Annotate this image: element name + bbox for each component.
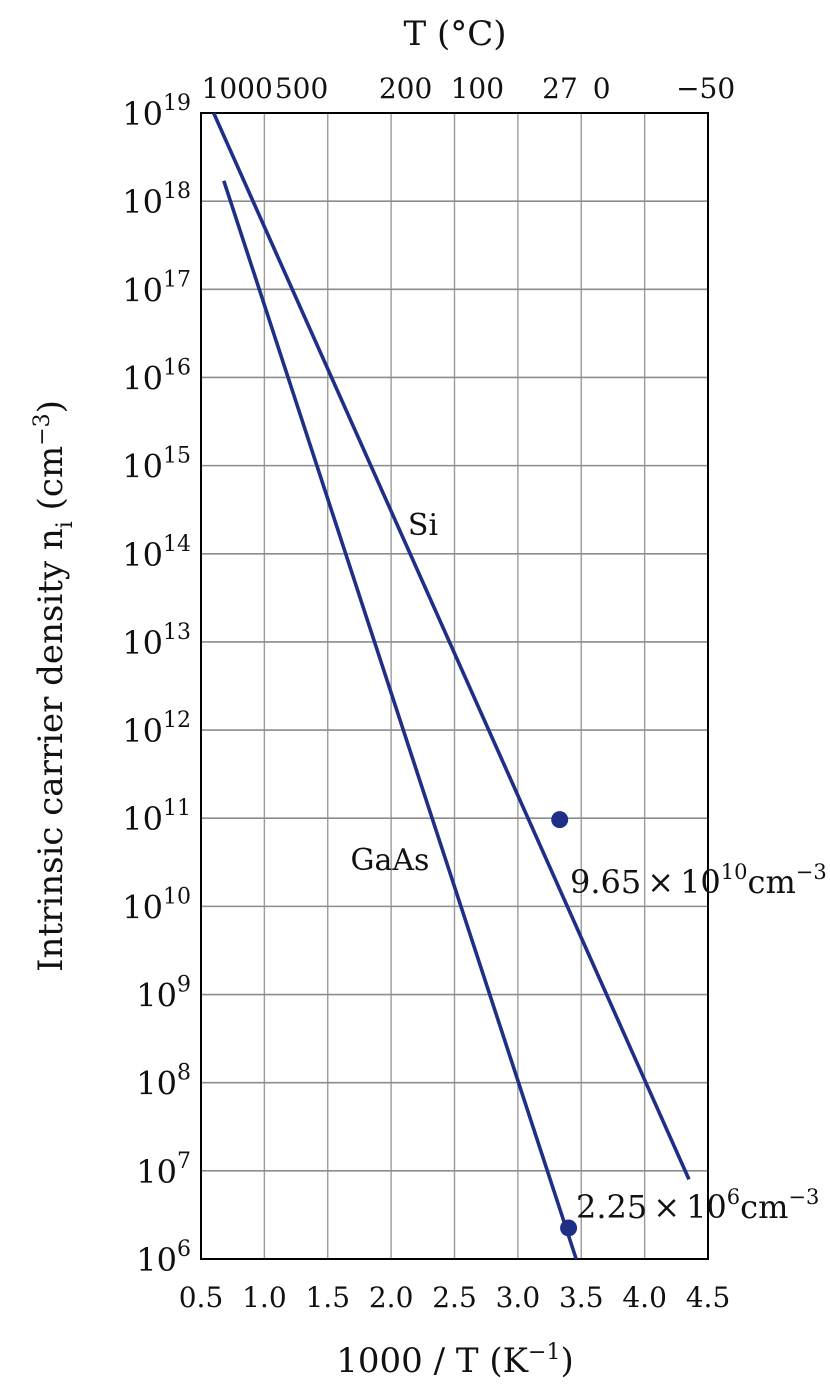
ticks-layer: 0.5 1.0 1.5 2.0 2.5 3.0 3.5 4.0 4.5 106 107 108 109 1… — [122, 72, 735, 1314]
y-tick-label: 107 — [136, 1149, 191, 1191]
y-tick-label: 1017 — [122, 267, 191, 309]
x-tick-label: 0.5 — [179, 1281, 224, 1314]
x-tick-label: 2.0 — [369, 1281, 414, 1314]
series-label-si: Si — [408, 508, 438, 543]
y-axis-title-sub: i — [53, 521, 78, 528]
series-line-si — [212, 112, 691, 1181]
plot-frame — [200, 112, 709, 1260]
x-tick-label: 4.0 — [622, 1281, 667, 1314]
y-tick-label: 109 — [136, 973, 191, 1015]
y-tick-label: 1011 — [122, 796, 191, 838]
x-axis-title: 1000 / T (K−1) — [336, 1340, 573, 1381]
grid-lines — [201, 113, 708, 1259]
series-line-gaas — [222, 180, 578, 1260]
y-tick-label: 1012 — [122, 708, 191, 750]
si-value-unit: cm — [748, 863, 796, 901]
data-marker-si — [551, 811, 569, 829]
x-tick-label: 4.5 — [686, 1281, 731, 1314]
gaas-value-exp: 6 — [727, 1185, 740, 1209]
si-value-times: × — [647, 863, 674, 901]
y-tick-label: 1013 — [122, 620, 191, 662]
top-tick-label: 0 — [593, 72, 611, 105]
top-tick-label: 100 — [451, 72, 504, 105]
x-axis-title-end: ) — [560, 1341, 573, 1381]
gaas-value-label: 2.25 × 106cm−3 — [576, 1185, 819, 1226]
top-tick-label: −50 — [676, 72, 735, 105]
y-tick-label: 1015 — [122, 444, 191, 486]
gaas-value-base: 10 — [686, 1188, 727, 1226]
y-tick-label: 106 — [136, 1237, 191, 1279]
x-tick-label: 1.5 — [305, 1281, 350, 1314]
top-axis-title: T (°C) — [403, 14, 506, 54]
x-tick-label: 3.5 — [559, 1281, 604, 1314]
y-axis-title-end: ) — [31, 400, 71, 413]
si-value-mantissa: 9.65 — [570, 863, 641, 901]
gaas-value-unit-exp: −3 — [788, 1185, 819, 1209]
si-value-unit-exp: −3 — [796, 860, 827, 884]
y-axis-title-unit: (cm — [31, 446, 71, 521]
y-axis-title-sup: −3 — [30, 413, 55, 445]
top-tick-label: 1000 — [202, 72, 273, 105]
x-axis-title-main: 1000 / T (K — [336, 1341, 528, 1381]
y-axis-title: Intrinsic carrier density ni (cm−3) — [30, 400, 78, 972]
si-value-base: 10 — [680, 863, 721, 901]
x-tick-label: 1.0 — [242, 1281, 287, 1314]
x-tick-label: 3.0 — [496, 1281, 541, 1314]
x-tick-label: 2.5 — [432, 1281, 477, 1314]
y-tick-label: 108 — [136, 1061, 191, 1103]
data-marker-gaas — [560, 1219, 578, 1237]
top-tick-label: 500 — [275, 72, 328, 105]
y-axis-title-main: Intrinsic carrier density n — [31, 528, 71, 972]
si-value-label: 9.65 × 1010cm−3 — [570, 860, 827, 901]
gaas-value-unit: cm — [740, 1188, 788, 1226]
series-layer — [212, 112, 691, 1260]
y-tick-label: 1018 — [122, 179, 191, 221]
y-tick-label: 1010 — [122, 884, 191, 926]
gaas-value-mantissa: 2.25 — [576, 1188, 647, 1226]
top-tick-label: 27 — [542, 72, 578, 105]
top-tick-label: 200 — [379, 72, 432, 105]
series-label-gaas: GaAs — [351, 843, 430, 878]
si-value-exp: 10 — [721, 860, 748, 884]
x-axis-title-sup: −1 — [528, 1340, 560, 1365]
gaas-value-times: × — [653, 1188, 680, 1226]
y-tick-label: 1014 — [122, 532, 191, 574]
y-tick-label: 1019 — [122, 91, 191, 133]
y-tick-label: 1016 — [122, 355, 191, 397]
